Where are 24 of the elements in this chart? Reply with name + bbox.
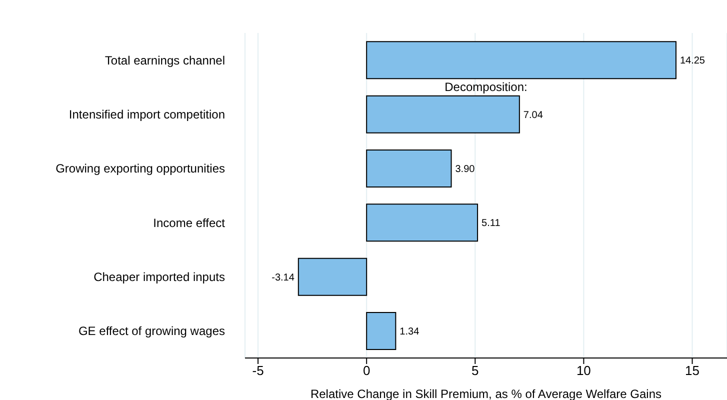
bar (366, 41, 676, 80)
bar (298, 258, 368, 296)
annotation: Decomposition: (444, 79, 528, 96)
x-tick-label: 10 (576, 363, 591, 378)
data-label: 7.04 (523, 110, 544, 121)
x-tick-label: -5 (252, 363, 264, 378)
bar (366, 312, 396, 350)
data-label: 3.90 (455, 164, 476, 175)
y-tick-label: GE effect of growing wages (78, 324, 225, 338)
data-label: 14.25 (680, 56, 706, 67)
bar (366, 95, 520, 134)
x-tick-label: 0 (362, 363, 370, 378)
x-tick-label: 15 (685, 363, 700, 378)
x-tick-label: 5 (472, 363, 479, 378)
y-tick-label: Cheaper imported inputs (94, 270, 225, 284)
y-tick-label: Intensified import competition (68, 108, 225, 122)
y-tick-label: Total earnings channel (104, 53, 225, 68)
data-label: -3.14 (272, 272, 295, 284)
data-label: 1.34 (400, 326, 420, 338)
bar (366, 150, 452, 188)
bar (366, 204, 478, 242)
y-tick-label: Income effect (153, 216, 226, 230)
y-tick-label: Growing exporting opportunities (56, 162, 225, 176)
data-label: 5.11 (482, 218, 501, 230)
